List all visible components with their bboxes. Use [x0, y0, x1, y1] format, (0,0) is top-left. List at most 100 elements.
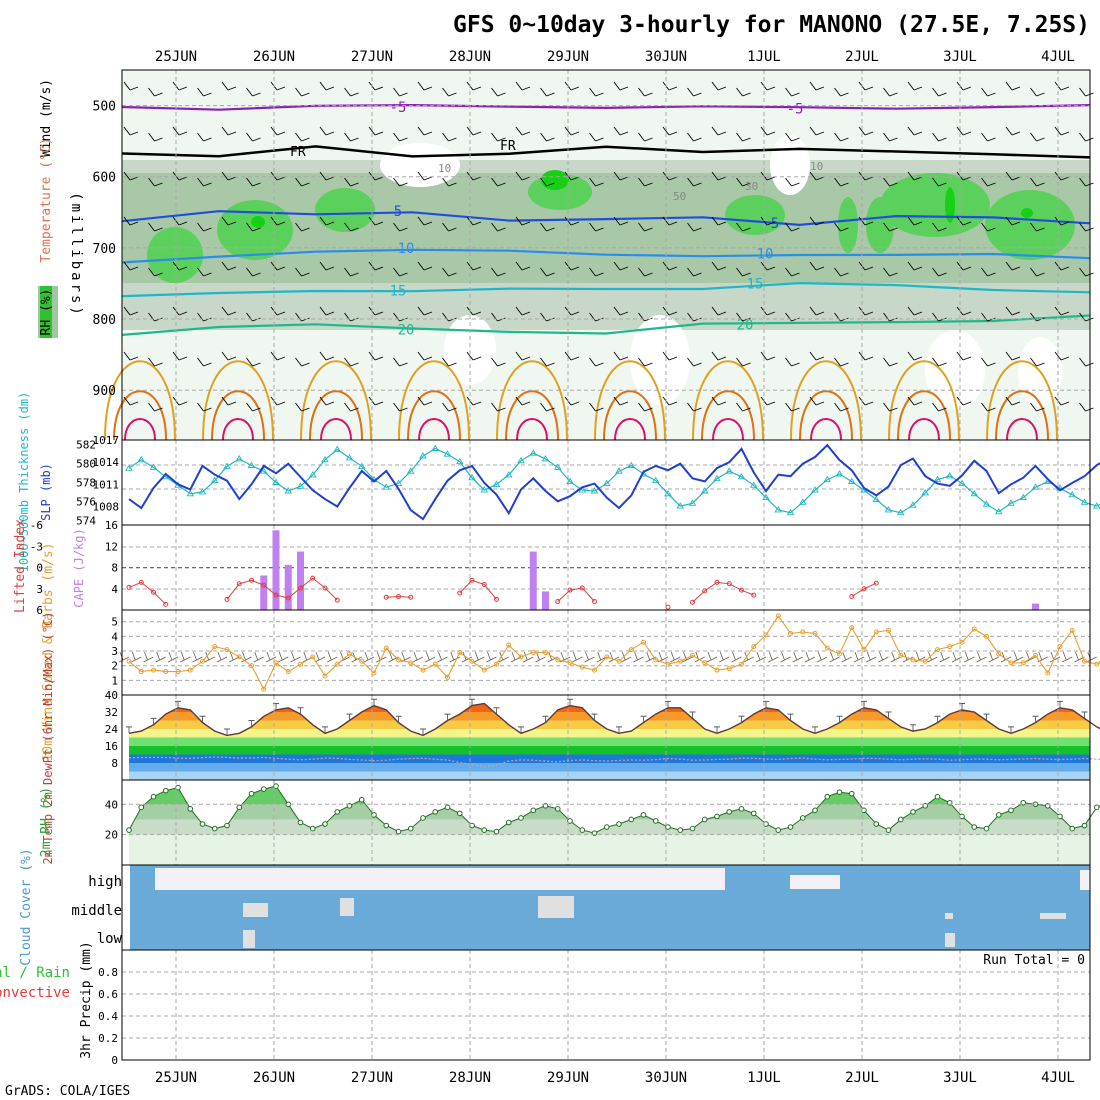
- surface-wind-barb: [706, 651, 718, 663]
- thickness-marker: [529, 449, 538, 456]
- thickness-marker: [468, 473, 476, 481]
- upper-wind-barb: [1030, 267, 1045, 277]
- lifted-index-marker: [861, 586, 867, 592]
- upper-wind-barb: [123, 171, 139, 181]
- lifted-index-marker: [224, 596, 230, 602]
- cloud-high-clear-area-3: [1080, 870, 1090, 890]
- rh-saturated-area-0: [541, 170, 569, 190]
- surface-wind-barb: [216, 651, 228, 663]
- thickness-marker: [223, 462, 231, 469]
- thickness-marker: [1031, 483, 1040, 490]
- lifted-index-marker: [849, 594, 855, 600]
- upper-wind-barb: [638, 222, 653, 232]
- rh-2m-marker: [640, 812, 647, 818]
- run-total-label: Run Total = 0: [983, 953, 1085, 968]
- isotherm-label-15: 15: [390, 284, 407, 300]
- lifted-index-marker: [285, 595, 291, 601]
- upper-wind-barb: [295, 402, 310, 412]
- upper-wind-barb: [246, 132, 261, 142]
- warm-layer-contour-0-0: [104, 360, 176, 441]
- upper-wind-barb: [687, 222, 702, 232]
- rh-2m-marker: [714, 813, 720, 820]
- wind-10m-marker: [1045, 670, 1051, 676]
- wind-10m-marker: [359, 658, 365, 664]
- rh-2m-marker: [260, 786, 267, 792]
- upper-wind-barb: [540, 402, 555, 412]
- upper-wind-barb: [344, 267, 359, 277]
- rh-2m-plot: 40 20: [105, 779, 1100, 866]
- warm-layer-contour-9-1: [995, 390, 1049, 441]
- upper-wind-barb: [785, 267, 800, 277]
- temperature-minmax-bar: [934, 715, 941, 723]
- thickness-tick-574: 574: [76, 514, 96, 527]
- cloud-cover-axis-title: Cloud Cover (%): [19, 848, 34, 965]
- upper-wind-barb: [319, 126, 335, 136]
- rh-legend-swatch-inner: [40, 286, 52, 338]
- upper-wind-barb: [197, 177, 212, 187]
- temperature-minmax-bar: [763, 700, 769, 708]
- total-rain-label: Total / Rain: [0, 965, 70, 981]
- isotherm-label--5: -5: [390, 100, 407, 116]
- upper-wind-barb: [393, 132, 408, 142]
- wind-10m-marker: [922, 658, 928, 664]
- lifted-index-tick-0: 0: [36, 562, 43, 575]
- upper-wind-barb: [344, 132, 359, 142]
- slp-axis-title: SLP (mb): [39, 463, 53, 521]
- upper-wind-barb: [613, 261, 629, 271]
- temperature-contours: -5 -5 5 5 10 10 15 15 20 20: [104, 100, 1091, 441]
- rh-2m-marker: [922, 803, 929, 809]
- thickness-marker: [664, 489, 672, 497]
- upper-wind-barb: [711, 171, 727, 181]
- upper-wind-barb: [809, 216, 825, 226]
- upper-wind-barb: [466, 351, 482, 361]
- upper-wind-barb: [442, 132, 457, 142]
- surface-wind-barb: [167, 651, 179, 663]
- rh-moist-area-2: [315, 188, 375, 232]
- warm-layer-contour-1-1: [211, 390, 265, 441]
- rh-2m-marker: [836, 789, 843, 795]
- rh-2m-marker: [628, 816, 635, 823]
- surface-wind-barb: [155, 651, 166, 663]
- thickness-marker: [590, 487, 599, 494]
- wind-10m-marker: [665, 661, 671, 667]
- wind-10m-marker: [1069, 628, 1075, 634]
- wind-10m-marker: [677, 658, 683, 664]
- upper-wind-barb: [515, 81, 531, 91]
- upper-wind-barb: [711, 261, 727, 271]
- precip-tick-0: 0: [111, 1054, 118, 1067]
- rh-2m-marker: [1093, 804, 1100, 811]
- upper-wind-barb: [491, 222, 506, 232]
- surface-wind-barb: [792, 651, 803, 663]
- upper-wind-barb: [932, 267, 947, 277]
- upper-wind-barb: [834, 222, 849, 232]
- upper-wind-barb: [295, 87, 310, 97]
- wind-10m-marker: [739, 661, 744, 667]
- upper-wind-barb: [687, 402, 702, 412]
- wind-10m-marker: [432, 661, 438, 667]
- lifted-index-marker: [408, 594, 414, 600]
- thickness-marker: [125, 464, 133, 471]
- surface-wind-barb: [755, 651, 767, 663]
- thickness-marker: [970, 489, 979, 497]
- thickness-marker: [1092, 502, 1100, 509]
- wind-label: Wind (m/s): [39, 79, 54, 157]
- upper-wind-barb: [1054, 126, 1070, 136]
- surface-wind-barb: [486, 651, 497, 663]
- thickness-marker: [272, 478, 280, 485]
- upper-wind-barb: [907, 216, 923, 226]
- lifted-index-marker: [714, 579, 720, 585]
- temperature-minmax-bar: [199, 715, 206, 723]
- upper-wind-barb: [221, 216, 237, 226]
- upper-wind-barb: [270, 126, 286, 136]
- temperature-minmax-bar: [714, 726, 720, 733]
- upper-wind-barb: [711, 81, 727, 91]
- surface-wind-barb: [1062, 651, 1073, 663]
- lifted-index-marker: [310, 575, 316, 581]
- upper-wind-barb: [246, 267, 261, 277]
- rh-moist-area-7: [985, 190, 1075, 260]
- surface-wind-barb: [621, 651, 632, 663]
- surface-wind-barb: [853, 651, 865, 663]
- upper-wind-barb: [197, 267, 212, 277]
- wind-10m-marker: [285, 669, 291, 675]
- upper-wind-barb: [907, 171, 923, 181]
